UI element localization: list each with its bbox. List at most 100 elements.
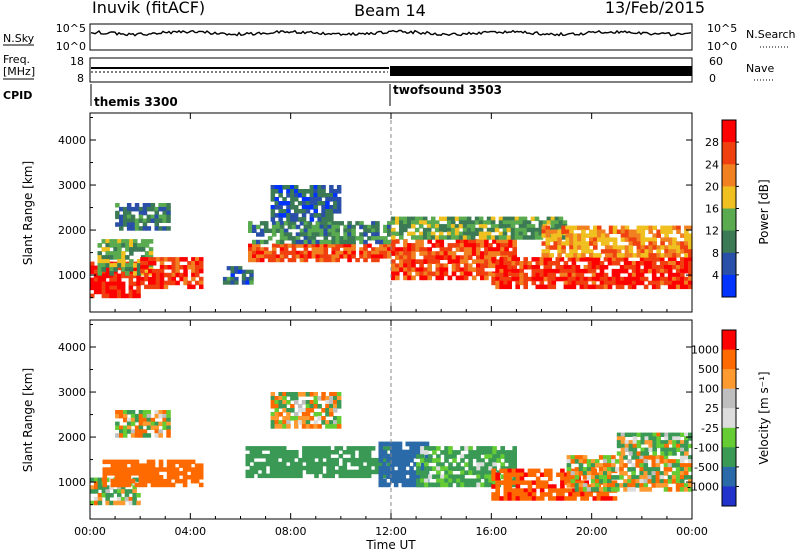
- x-axis: 00:00 04:00 08:00 12:00 16:00 20:00 00:00: [74, 113, 708, 538]
- velocity-cell: [409, 445, 414, 451]
- power-cell: [274, 201, 279, 206]
- nsearch-label: N.Search: [746, 28, 796, 41]
- power-cell: [238, 266, 243, 271]
- power-cell: [278, 205, 283, 210]
- velocity-cell: [643, 471, 649, 476]
- velocity-cell: [338, 473, 344, 479]
- velocity-cell: [166, 429, 171, 434]
- power-cell: [488, 259, 493, 264]
- velocity-cell: [643, 463, 649, 468]
- velocity-cell: [612, 480, 618, 485]
- velocity-cell: [636, 440, 642, 445]
- power-cell: [623, 276, 629, 282]
- power-cell: [119, 222, 124, 227]
- velocity-cell: [424, 446, 429, 451]
- power-cell: [462, 231, 468, 236]
- power-cell: [391, 216, 396, 221]
- velocity-cell: [126, 478, 132, 484]
- power-cell: [438, 231, 444, 236]
- power-cell: [490, 224, 496, 229]
- power-cell: [321, 193, 326, 198]
- velocity-cell: [336, 396, 342, 401]
- velocity-cell: [576, 492, 581, 497]
- power-cell: [363, 250, 368, 255]
- power-cell: [305, 201, 311, 206]
- power-cell: [347, 224, 352, 230]
- velocity-cell: [290, 416, 295, 421]
- velocity-cell: [326, 450, 331, 455]
- power-cell: [476, 271, 481, 277]
- velocity-cell: [342, 450, 348, 455]
- power-cell: [579, 280, 585, 286]
- velocity-cell: [448, 454, 453, 459]
- velocity-cell: [142, 463, 148, 468]
- velocity-cell: [253, 453, 259, 459]
- velocity-cell: [491, 472, 496, 477]
- power-cell: [539, 284, 545, 290]
- power-cell: [562, 235, 568, 240]
- power-cell: [383, 243, 388, 248]
- power-cell: [294, 197, 299, 202]
- velocity-cell: [655, 475, 661, 480]
- power-cell: [379, 254, 384, 259]
- velocity-cell: [285, 453, 291, 459]
- power-cell: [126, 218, 132, 223]
- power-cell: [496, 251, 501, 256]
- velocity-cell: [492, 458, 497, 463]
- velocity-cell: [346, 446, 352, 451]
- power-cell: [347, 221, 352, 226]
- velocity-cell: [635, 475, 640, 480]
- power-cell: [604, 237, 610, 242]
- velocity-cell: [590, 475, 596, 480]
- velocity-cell: [97, 481, 103, 486]
- velocity-cell: [564, 480, 569, 485]
- power-cell: [275, 258, 281, 263]
- power-cell: [259, 221, 265, 226]
- power-cell: [652, 245, 657, 250]
- power-cell: [454, 216, 460, 221]
- power-cell: [615, 257, 621, 262]
- power-cell: [117, 273, 122, 279]
- power-cell: [616, 249, 622, 254]
- power-cell: [480, 255, 485, 260]
- power-cell: [343, 236, 348, 241]
- power-cell: [545, 245, 551, 250]
- velocity-cell: [281, 450, 287, 455]
- velocity-cell: [648, 432, 653, 437]
- velocity-cell: [277, 461, 283, 467]
- velocity-cell: [488, 462, 493, 467]
- velocity-cell: [548, 496, 553, 501]
- power-cell: [684, 237, 689, 242]
- power-cell: [391, 227, 396, 233]
- power-cell: [290, 217, 295, 222]
- velocity-cell: [488, 450, 493, 455]
- power-cell: [278, 189, 283, 194]
- velocity-cell: [636, 443, 642, 449]
- velocity-cell: [298, 457, 303, 463]
- power-cell: [439, 243, 445, 248]
- power-cell: [140, 257, 145, 262]
- velocity-cell: [136, 477, 141, 483]
- power-cell: [567, 284, 573, 290]
- power-cell: [656, 229, 661, 234]
- power-cell: [278, 209, 283, 214]
- power-cell: [101, 255, 106, 260]
- power-cell: [158, 226, 163, 231]
- power-cell: [287, 232, 293, 237]
- power-cell: [563, 272, 569, 278]
- velocity-cell: [499, 496, 504, 501]
- velocity-cell: [527, 480, 533, 485]
- velocity-cell: [631, 455, 636, 460]
- velocity-cell: [503, 492, 509, 497]
- power-cell: [339, 254, 344, 259]
- power-cell: [644, 249, 650, 254]
- velocity-cell: [484, 454, 489, 459]
- velocity-cell: [119, 433, 124, 438]
- velocity-cell: [570, 455, 576, 460]
- power-cell: [543, 268, 549, 274]
- velocity-cell: [611, 487, 616, 492]
- power-cell: [279, 239, 285, 245]
- power-cell: [414, 227, 420, 233]
